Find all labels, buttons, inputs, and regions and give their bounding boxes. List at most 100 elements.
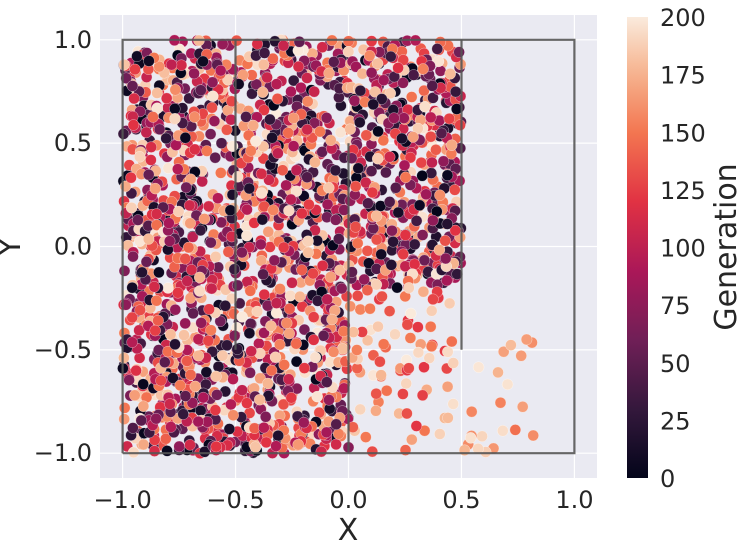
data-point [126,80,139,92]
data-point [361,245,374,257]
data-point [224,204,237,216]
data-point [172,287,184,299]
data-point [403,282,415,294]
data-point [434,428,446,440]
data-point [184,369,197,381]
data-point [392,62,404,74]
data-point [269,351,282,363]
data-point [363,50,376,62]
data-point [400,377,412,390]
x-tick-label: 0.5 [442,486,480,514]
data-point [364,303,376,315]
data-point [276,164,289,176]
data-point [334,126,347,139]
data-point [270,78,283,90]
data-point [520,333,533,346]
data-point [145,154,157,166]
data-point [236,246,248,259]
data-point [169,113,181,125]
data-point [195,317,207,329]
data-point [277,398,290,411]
data-point [150,413,162,425]
data-point [162,282,174,294]
data-point [447,398,459,410]
data-point [298,362,311,374]
data-point [425,321,437,333]
data-point [266,132,278,144]
data-point [145,141,157,153]
data-point [249,441,262,453]
data-point [164,398,176,410]
x-tick-label: 1.0 [555,486,593,514]
data-point [360,129,372,141]
data-point [441,218,453,230]
data-point [410,420,423,432]
outer-box [121,38,576,455]
data-point [210,440,222,453]
data-point [408,258,421,270]
data-point [181,275,193,287]
data-point [208,115,221,127]
data-point [126,311,138,324]
colorbar-tick-label: 125 [660,177,706,205]
data-point [133,352,146,364]
data-point [434,189,446,201]
data-point [160,132,172,145]
data-point [142,233,155,245]
data-point [427,293,439,305]
data-point [315,445,327,458]
data-point [425,111,437,124]
data-point [290,338,302,350]
data-point [148,445,161,457]
data-point [245,345,257,357]
data-point [492,366,504,379]
data-point [417,286,430,298]
data-point [440,252,452,265]
data-point [372,153,384,165]
data-point [423,352,435,364]
data-point [375,369,387,381]
data-point [358,273,370,286]
data-point [398,159,411,172]
data-point [442,412,454,424]
data-point [293,36,306,48]
data-point [227,409,239,421]
data-point [352,290,364,302]
data-point [344,300,356,312]
data-point [132,214,144,226]
data-point [216,350,229,362]
data-point [509,424,521,436]
data-point [184,217,196,229]
data-point [227,373,239,385]
data-point [236,311,248,323]
data-point [179,132,192,144]
data-point [416,170,428,182]
data-point [365,35,378,47]
data-point [390,182,402,194]
data-point [161,92,173,104]
data-point [302,235,314,247]
data-point [189,143,201,156]
data-point [127,422,139,434]
data-point [129,389,141,401]
data-point [169,84,181,96]
data-point [407,69,420,81]
data-point [207,90,219,102]
data-point [231,279,244,292]
data-point [360,176,372,189]
data-point [127,250,139,263]
data-point [250,135,262,147]
data-point [222,246,235,258]
data-point [396,132,408,145]
colorbar-tick-label: 50 [660,350,691,378]
data-point [210,251,222,263]
data-point [244,285,256,297]
data-point [225,95,238,107]
data-point [441,381,454,393]
data-point [369,86,381,98]
data-point [241,230,253,242]
data-point [135,414,147,427]
data-point [370,210,383,222]
data-point [214,315,226,327]
data-point [126,282,138,294]
